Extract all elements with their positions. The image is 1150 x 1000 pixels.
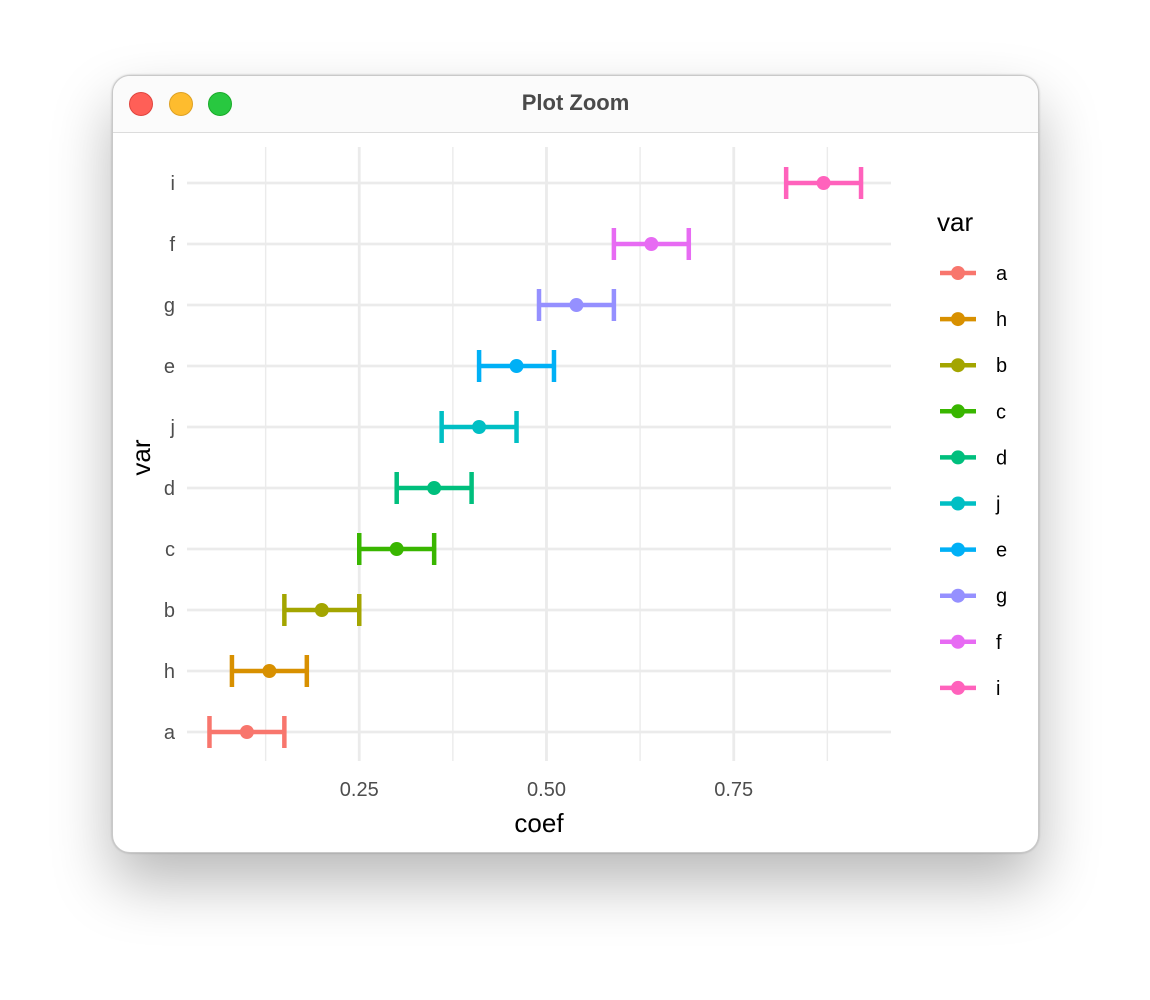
- y-tick-label: a: [164, 722, 176, 744]
- x-tick-label: 0.50: [527, 779, 566, 801]
- legend-label-g: g: [996, 586, 1007, 608]
- point-j: [472, 420, 487, 434]
- legend-key-point-d: [951, 450, 965, 465]
- y-tick-label: h: [164, 661, 175, 683]
- close-window-button[interactable]: [129, 92, 153, 116]
- title-bar[interactable]: Plot Zoom: [113, 76, 1038, 133]
- y-tick-label: d: [164, 478, 175, 500]
- y-axis-title: var: [126, 439, 156, 475]
- point-d: [427, 481, 442, 495]
- plot-zoom-window: Plot Zoom a h b c d j e g f i 0.25 0.50 0.75 coef var v…: [112, 75, 1039, 853]
- legend-key-point-a: [951, 266, 965, 280]
- legend-key-point-h: [951, 312, 965, 327]
- legend-label-a: a: [996, 263, 1008, 285]
- minimize-window-button[interactable]: [169, 92, 193, 116]
- window-title: Plot Zoom: [521, 90, 630, 115]
- y-tick-label: c: [165, 539, 175, 561]
- point-g: [569, 298, 584, 312]
- legend-key-point-b: [951, 358, 965, 373]
- point-b: [314, 603, 329, 617]
- coef-chart: a h b c d j e g f i 0.25 0.50 0.75 coef var var a h b c d j e g…: [126, 147, 1008, 838]
- legend-label-c: c: [996, 401, 1006, 423]
- point-e: [509, 359, 524, 373]
- point-a: [239, 725, 254, 739]
- point-c: [389, 542, 404, 556]
- legend-title: var: [937, 207, 973, 237]
- point-h: [262, 664, 277, 678]
- y-tick-label: b: [164, 600, 175, 622]
- y-tick-label: g: [164, 295, 175, 317]
- x-axis-title: coef: [514, 808, 564, 838]
- legend-key-point-c: [951, 404, 965, 419]
- y-tick-label: e: [164, 356, 175, 378]
- legend-key-point-f: [951, 634, 965, 649]
- x-tick-label: 0.25: [340, 779, 379, 801]
- legend-key-point-j: [951, 496, 965, 511]
- legend-key-point-g: [951, 588, 965, 603]
- y-tick-label: f: [169, 234, 175, 256]
- x-tick-label: 0.75: [714, 779, 753, 801]
- point-f: [644, 237, 659, 251]
- plot-area: a h b c d j e g f i 0.25 0.50 0.75 coef var var a h b c d j e g…: [113, 133, 1038, 852]
- legend-label-d: d: [996, 447, 1007, 469]
- zoom-window-button[interactable]: [208, 92, 232, 116]
- legend-label-i: i: [996, 678, 1000, 700]
- legend-label-f: f: [996, 632, 1002, 654]
- point-i: [816, 176, 831, 190]
- y-tick-label: j: [170, 417, 175, 439]
- legend-key-point-e: [951, 542, 965, 557]
- legend-label-h: h: [996, 309, 1007, 331]
- y-tick-label: i: [171, 173, 175, 195]
- legend-key-point-i: [951, 680, 965, 695]
- legend-label-e: e: [996, 540, 1007, 562]
- legend-label-j: j: [995, 494, 1000, 516]
- legend-label-b: b: [996, 355, 1007, 377]
